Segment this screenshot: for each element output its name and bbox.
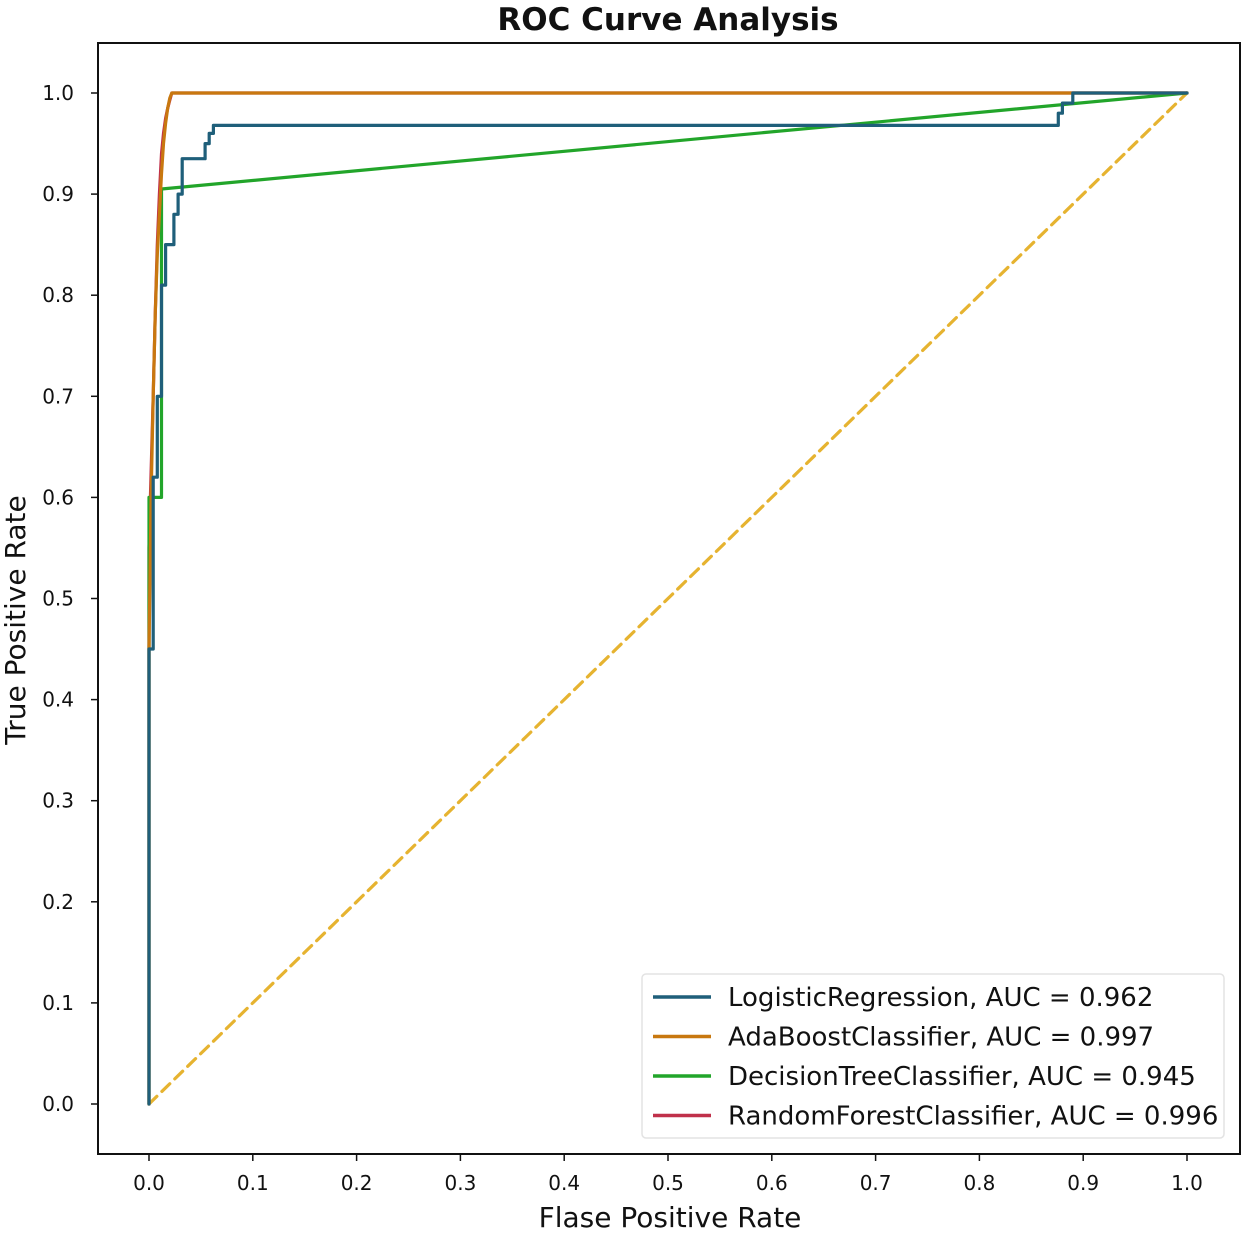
x-tick-label: 0.0: [133, 1171, 165, 1195]
x-tick-label: 0.7: [860, 1171, 892, 1195]
y-tick-label: 0.0: [42, 1092, 74, 1116]
x-tick-label: 0.6: [756, 1171, 788, 1195]
x-tick-label: 0.9: [1067, 1171, 1099, 1195]
x-tick-label: 0.1: [237, 1171, 269, 1195]
roc-curve-1: [147, 91, 1189, 1106]
chance-line: [147, 91, 1189, 1106]
x-tick-label: 1.0: [1171, 1171, 1203, 1195]
x-tick-label: 0.4: [548, 1171, 580, 1195]
legend-label: DecisionTreeClassifier, AUC = 0.945: [728, 1062, 1196, 1092]
legend-label: RandomForestClassifier, AUC = 0.996: [728, 1102, 1218, 1132]
y-tick-label: 0.4: [42, 688, 74, 712]
x-tick-label: 0.8: [963, 1171, 995, 1195]
legend-label: LogisticRegression, AUC = 0.962: [728, 983, 1153, 1013]
x-axis-label: Flase Positive Rate: [539, 1201, 802, 1234]
y-tick-label: 0.5: [42, 587, 74, 611]
x-tick-label: 0.3: [444, 1171, 476, 1195]
y-tick-label: 0.6: [42, 485, 74, 509]
y-tick-label: 1.0: [42, 81, 74, 105]
x-axis: 0.0 0.1 0.2 0.3 0.4 0.5 0.6 0.7 0.8 0.9 1.0: [133, 1154, 1203, 1195]
y-tick-label: 0.9: [42, 182, 74, 206]
legend-box: [641, 973, 1225, 1139]
y-tick-label: 0.8: [42, 283, 74, 307]
y-tick-label: 0.7: [42, 384, 74, 408]
series-layer: [147, 91, 1189, 1106]
roc-curve-0: [147, 91, 1189, 1106]
y-tick-label: 0.1: [42, 991, 74, 1015]
y-tick-label: 0.2: [42, 890, 74, 914]
chart-title: ROC Curve Analysis: [497, 2, 838, 38]
y-axis: 0.0 0.1 0.2 0.3 0.4 0.5 0.6 0.7 0.8 0.9 1.0: [42, 81, 98, 1116]
x-tick-label: 0.2: [341, 1171, 373, 1195]
legend-label: AdaBoostClassifier, AUC = 0.997: [728, 1023, 1154, 1053]
x-tick-label: 0.5: [652, 1171, 684, 1195]
y-axis-label: True Positive Rate: [0, 495, 32, 745]
legend: LogisticRegression, AUC = 0.962 AdaBoostC…: [641, 973, 1225, 1139]
y-tick-label: 0.3: [42, 789, 74, 813]
